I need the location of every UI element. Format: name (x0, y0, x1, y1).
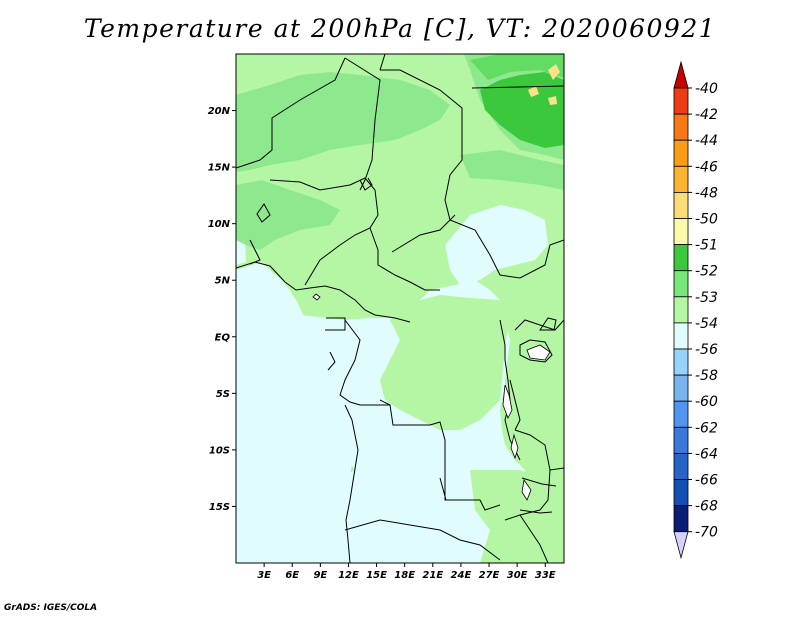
lon-axis: 3E 6E 9E 12E 15E 18E 21E 24E 27E 30E 33E (257, 563, 556, 581)
colorbar-label: -51 (695, 238, 718, 254)
colorbar-swatch (673, 113, 689, 141)
lat-tick-label: 20N (208, 106, 231, 117)
colorbar-swatch (673, 322, 689, 350)
grads-credit: GrADS: IGES/COLA (4, 603, 98, 613)
colorbar-label: -42 (695, 107, 718, 123)
lon-tick-label: 30E (507, 570, 528, 581)
field-mid-green-sahara (236, 72, 450, 172)
borders (236, 54, 564, 563)
colorbar-swatch (673, 452, 689, 480)
colorbar-label: -68 (695, 499, 718, 515)
colorbar-bottom-arrow (673, 531, 689, 560)
colorbar-label: -40 (695, 81, 718, 97)
field-light-green-congo (380, 295, 510, 430)
field-yellow-spot-1 (548, 64, 560, 80)
colorbar-label: -58 (695, 368, 718, 384)
lat-tick-label: 15S (209, 502, 230, 513)
map-title: Temperature at 200hPa [C], VT: 202006092… (83, 14, 717, 43)
colorbar-swatch (673, 270, 689, 298)
colorbar-label: -52 (695, 264, 718, 280)
colorbar-label: -54 (695, 316, 718, 332)
colorbar-label: -46 (695, 159, 718, 175)
lat-tick-label: 10N (208, 219, 231, 230)
lakes (312, 293, 551, 501)
lat-tick-label: 15N (208, 163, 231, 174)
lon-tick-label: 21E (422, 570, 443, 581)
lon-tick-label: 24E (451, 570, 472, 581)
colorbar-label: -48 (695, 185, 718, 201)
colorbar-swatch (673, 244, 689, 272)
colorbar-label: -66 (695, 473, 718, 489)
field-mid-green-ne-edge (470, 54, 564, 80)
lat-axis: 20N 15N 10N 5N EQ 5S 10S 15S (208, 106, 236, 513)
colorbar-swatch (673, 505, 689, 533)
lat-tick-label: 10S (209, 445, 230, 456)
lon-tick-label: 27E (479, 570, 500, 581)
colorbar-top-arrow (673, 60, 689, 89)
lon-tick-label: 6E (285, 570, 299, 581)
colorbar-swatch (673, 165, 689, 193)
colorbar-swatch (673, 191, 689, 219)
lon-tick-label: 9E (313, 570, 327, 581)
colorbar-swatch (673, 296, 689, 324)
colorbar-label: -44 (695, 133, 718, 149)
lat-tick-label: 5N (215, 276, 231, 287)
field-mid-green-north (236, 54, 564, 160)
field-pale-cyan-northeast (445, 205, 548, 285)
field-mid-green-east-band (460, 150, 564, 190)
colorbar-label: -64 (695, 446, 718, 462)
lat-tick-label: 5S (216, 389, 230, 400)
field-dark-green-northeast (480, 72, 564, 148)
lat-tick-label: EQ (215, 332, 231, 343)
field-atlantic (236, 265, 355, 563)
colorbar-label: -56 (695, 342, 718, 358)
colorbar-swatch (673, 374, 689, 402)
colorbar-label: -60 (695, 394, 718, 410)
lon-tick-label: 15E (366, 570, 387, 581)
lon-tick-label: 12E (338, 570, 359, 581)
field-pale-cyan-west-coast (236, 240, 246, 265)
field-mid-green-west (236, 180, 340, 250)
map-area (236, 54, 564, 563)
colorbar-label: -53 (695, 290, 718, 306)
map-frame (235, 53, 565, 564)
colorbar-swatch (673, 87, 689, 115)
colorbar-swatch (673, 426, 689, 454)
colorbar-swatch (673, 348, 689, 376)
colorbar-label: -70 (695, 525, 718, 541)
colorbar-label: -50 (695, 212, 718, 228)
colorbar-label: -62 (695, 420, 718, 436)
colorbar-swatch (673, 218, 689, 246)
colorbar-swatch (673, 139, 689, 167)
colorbar-swatch (673, 479, 689, 507)
lon-tick-label: 33E (535, 570, 556, 581)
lon-tick-label: 18E (394, 570, 415, 581)
field-yellow-spot-2 (528, 86, 539, 97)
colorbar-swatch (673, 400, 689, 428)
lon-tick-label: 3E (257, 570, 271, 581)
colorbar: -40 -42 -44 -46 -48 -50 -51 -52 -53 -54 -56 -58 -60 -… (673, 60, 718, 560)
field-yellow-spot-3 (548, 96, 557, 105)
